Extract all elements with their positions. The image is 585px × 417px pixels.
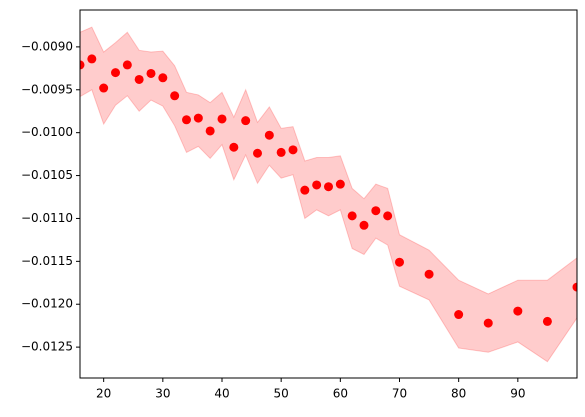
plot-frame: [79, 9, 578, 379]
y-tick-label: −0.0100: [21, 125, 73, 139]
point: [170, 91, 180, 101]
point: [276, 147, 286, 157]
y-tick-label: −0.0120: [21, 297, 73, 311]
y-tick-label: −0.0125: [21, 340, 73, 354]
x-tick-label: 20: [96, 387, 111, 401]
y-tick-label: −0.0105: [21, 168, 73, 182]
point: [359, 220, 369, 230]
x-tick-label: 30: [155, 387, 170, 401]
point: [324, 182, 333, 192]
point: [205, 126, 215, 136]
point: [300, 185, 310, 195]
y-tick-label: −0.0110: [21, 211, 73, 225]
point: [241, 116, 251, 126]
point: [335, 179, 345, 189]
point: [229, 142, 239, 152]
confidence-band: [79, 26, 578, 363]
point: [146, 68, 156, 78]
point: [111, 68, 120, 78]
point: [371, 206, 381, 216]
x-tick-label: 60: [333, 387, 348, 401]
point: [542, 316, 552, 326]
point: [572, 282, 577, 292]
y-tick-label: −0.0115: [21, 254, 73, 268]
point: [264, 130, 274, 140]
point: [80, 60, 85, 70]
point: [158, 73, 168, 83]
x-tick-label: 70: [392, 387, 407, 401]
point: [383, 211, 393, 221]
point: [483, 318, 493, 328]
point: [312, 180, 322, 190]
x-tick-label: 50: [274, 387, 289, 401]
point: [288, 145, 298, 155]
point: [193, 113, 203, 123]
point: [87, 54, 97, 64]
point: [217, 114, 227, 124]
y-tick-label: −0.0090: [21, 39, 73, 53]
point: [182, 115, 191, 125]
x-tick-label: 90: [510, 387, 525, 401]
point: [424, 269, 434, 279]
point: [122, 60, 132, 70]
point: [253, 148, 262, 158]
point: [513, 306, 523, 316]
x-tick-label: 40: [214, 387, 229, 401]
point: [134, 74, 144, 84]
point: [395, 257, 404, 267]
point: [454, 310, 464, 320]
point: [99, 83, 109, 93]
y-tick-label: −0.0095: [21, 82, 73, 96]
point: [347, 211, 357, 221]
x-tick-label: 80: [451, 387, 466, 401]
